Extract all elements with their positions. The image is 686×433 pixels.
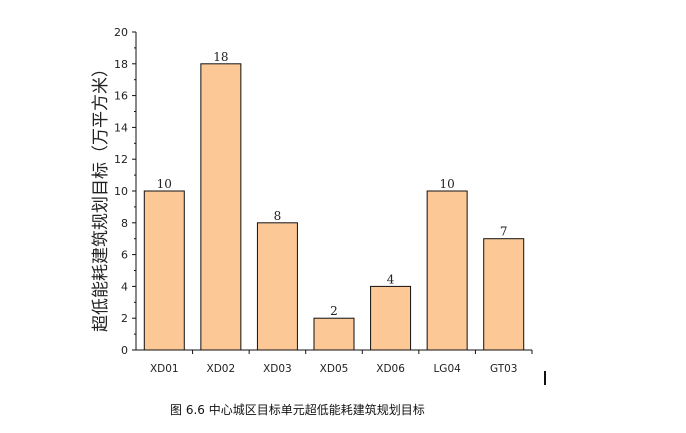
y-tick-label: 8: [121, 217, 128, 230]
x-tick-label: XD06: [376, 363, 405, 375]
bar-lg04: [426, 190, 468, 351]
y-tick-label: 18: [114, 58, 128, 71]
data-label: 8: [274, 209, 282, 223]
data-labels: 10 18 8 2 4 10 7: [157, 50, 508, 318]
y-tick-label: 2: [121, 312, 128, 325]
y-tick-label: 6: [121, 249, 128, 262]
bars: [143, 63, 525, 351]
y-tick-label: 20: [114, 26, 128, 39]
y-tick-label: 14: [114, 121, 128, 134]
x-tick-label: LG04: [433, 363, 461, 375]
data-label: 18: [213, 50, 228, 64]
y-ticks: 0 2 4 6 8 10 12 14 16 18 20: [114, 26, 136, 357]
bar-xd02: [200, 63, 242, 351]
x-tick-label: XD01: [150, 363, 179, 375]
y-axis-label: 超低能耗建筑规划目标（万平方米）: [91, 60, 111, 332]
bar-xd01: [143, 190, 185, 351]
figure-caption: 图 6.6 中心城区目标单元超低能耗建筑规划目标: [170, 403, 425, 417]
bar-xd06: [370, 285, 412, 351]
y-tick-label: 4: [121, 280, 128, 293]
bar-xd03: [256, 222, 298, 351]
text-cursor: [544, 371, 546, 385]
y-tick-label: 10: [114, 185, 128, 198]
y-tick-label: 12: [114, 153, 128, 166]
x-tick-label: XD03: [263, 363, 292, 375]
x-tick-labels: XD01 XD02 XD03 XD05 XD06 LG04 GT03: [150, 363, 518, 375]
data-label: 7: [500, 225, 508, 239]
bar-xd05: [313, 317, 355, 351]
bar-gt03: [483, 238, 525, 351]
data-label: 4: [387, 272, 395, 286]
x-tick-label: XD05: [320, 363, 349, 375]
y-axis-label-group: 超低能耗建筑规划目标（万平方米）: [91, 60, 111, 332]
x-tick-label: XD02: [207, 363, 236, 375]
x-tick-label: GT03: [490, 363, 518, 375]
data-label: 10: [157, 177, 172, 191]
y-tick-label: 16: [114, 90, 128, 103]
y-tick-label: 0: [121, 344, 128, 357]
data-label: 2: [330, 304, 338, 318]
data-label: 10: [440, 177, 455, 191]
